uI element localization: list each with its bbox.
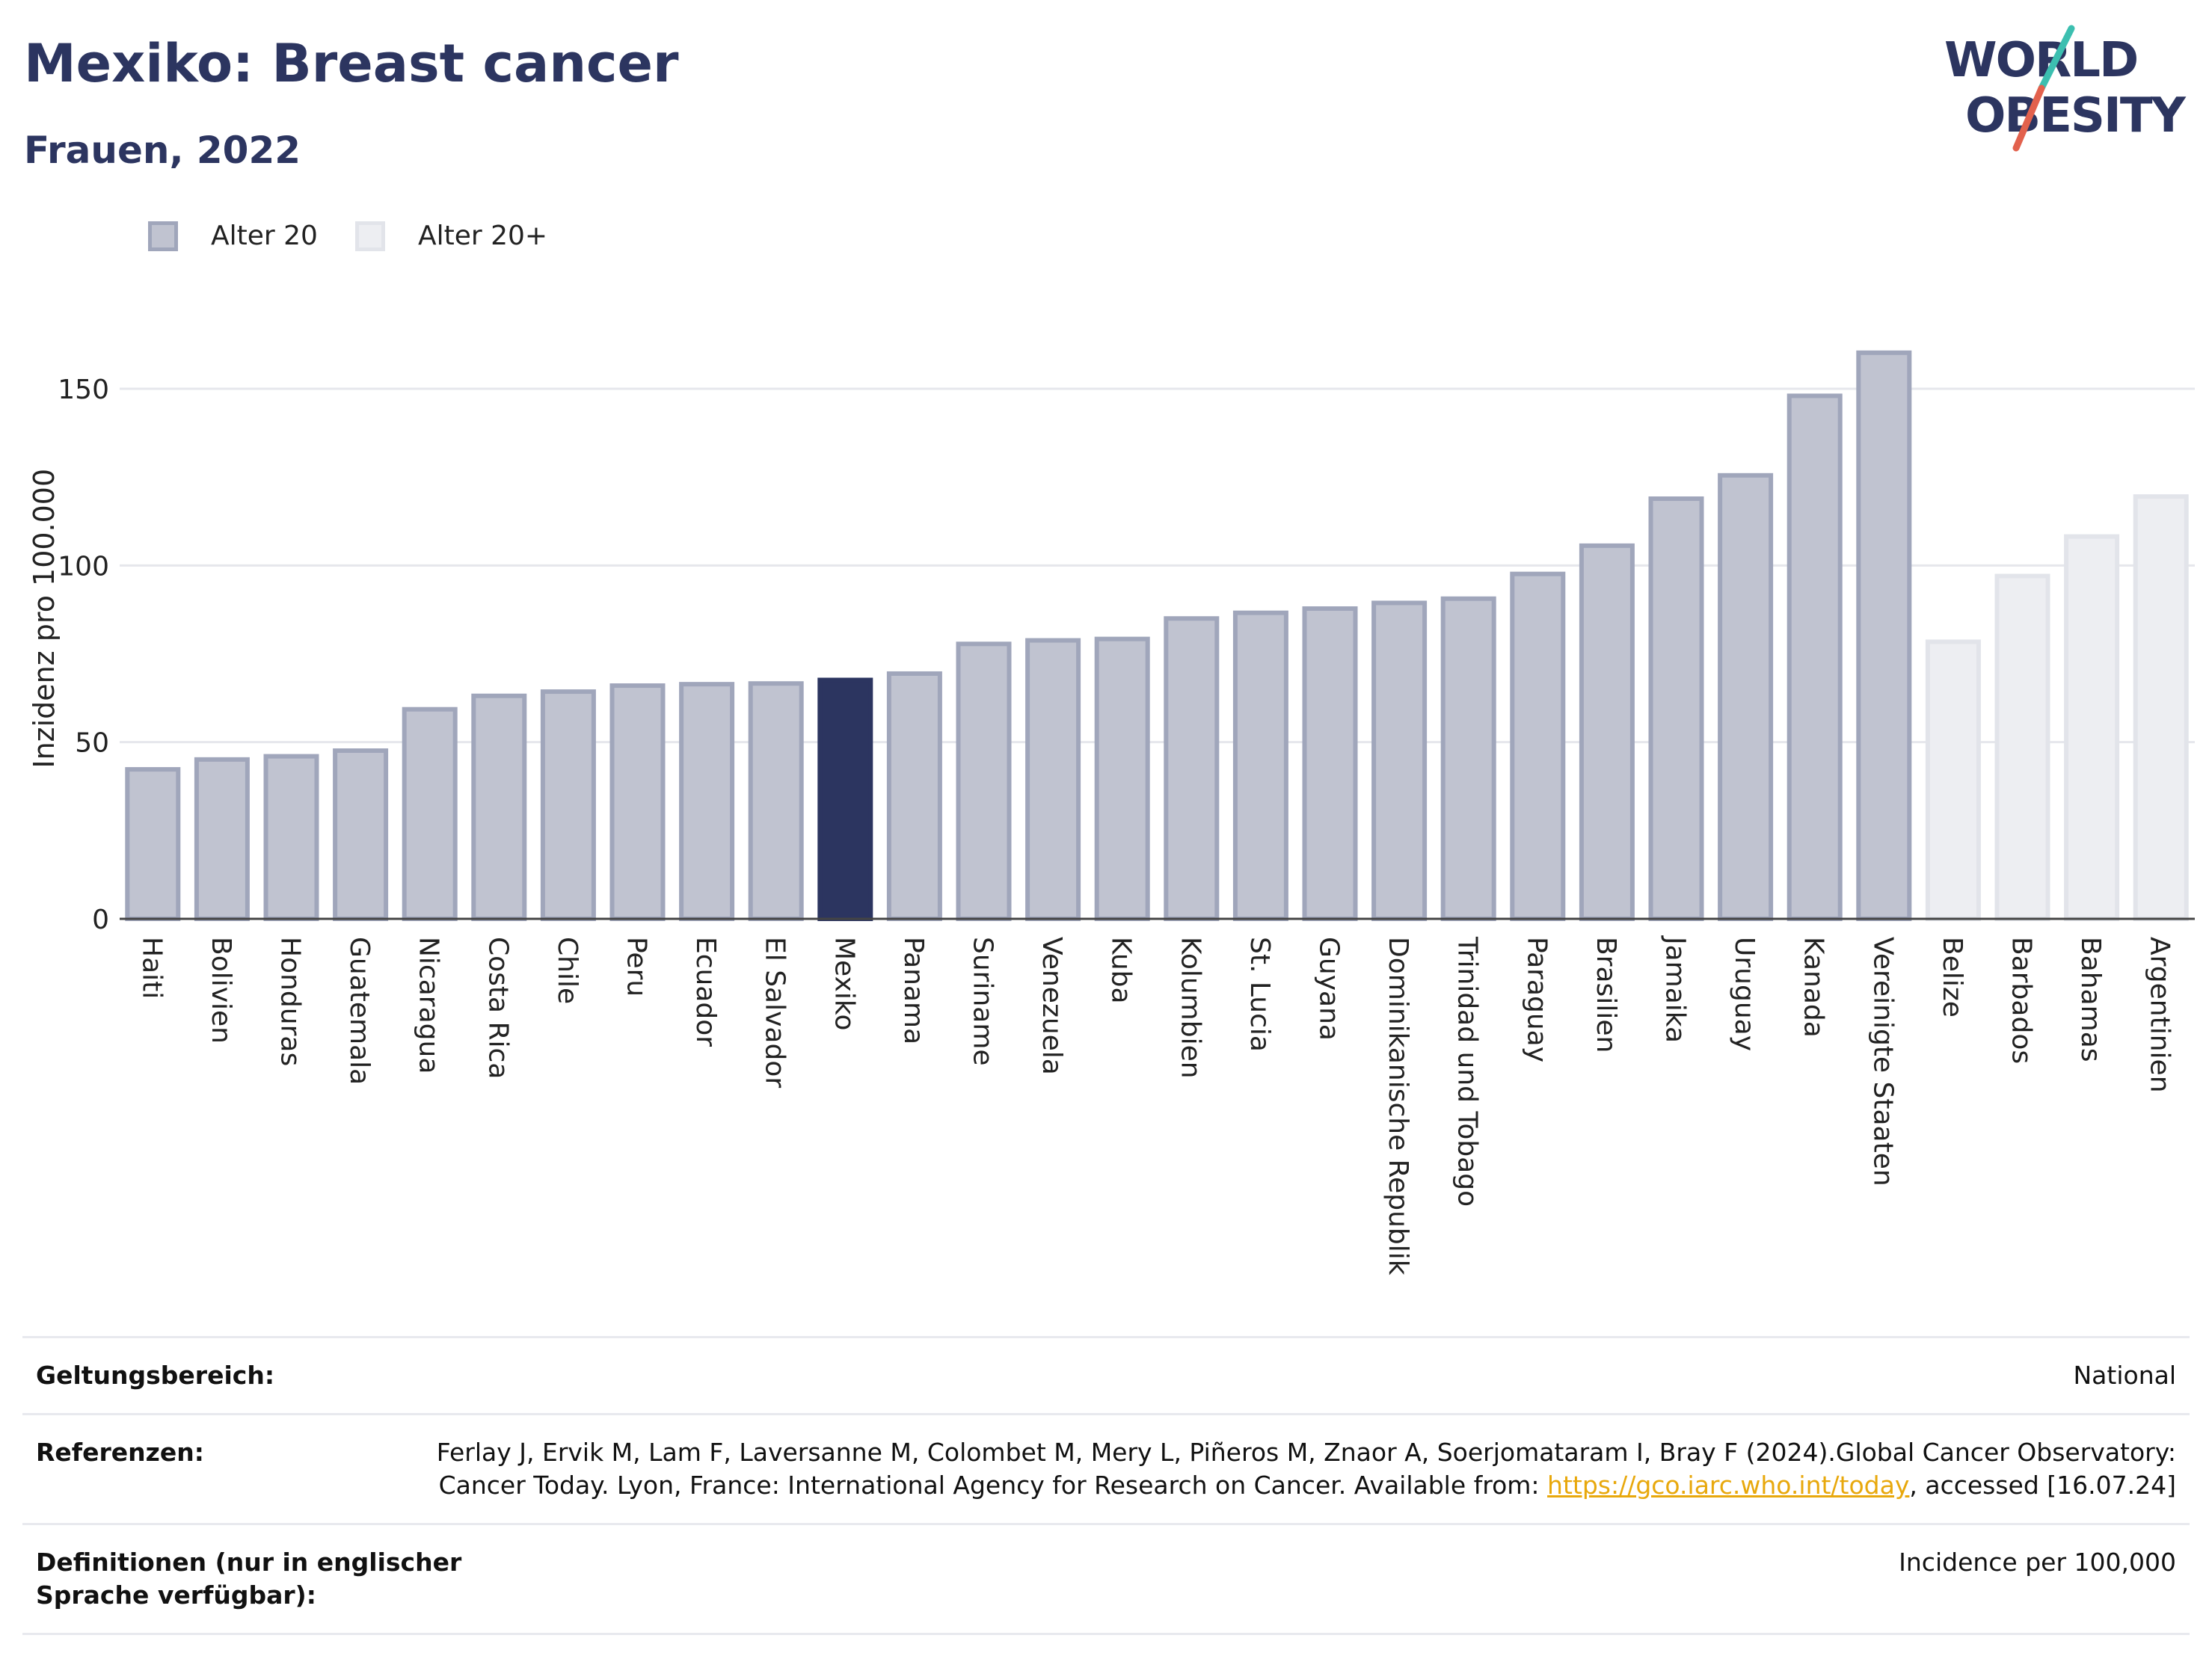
- bar-bolivien[interactable]: [194, 757, 250, 921]
- info-label-scope: Geltungsbereich:: [36, 1361, 275, 1390]
- legend-label-alter-20-plus: Alter 20+: [417, 221, 548, 251]
- info-table: Geltungsbereich: National Referenzen: Fe…: [22, 1336, 2190, 1635]
- bar-dominikanische-republik[interactable]: [1371, 600, 1428, 921]
- bar-suriname[interactable]: [956, 641, 1012, 921]
- x-tick-label: Ecuador: [690, 937, 721, 1047]
- logo-text-world: WORLD: [1944, 33, 2137, 88]
- bar-costa-rica[interactable]: [471, 693, 527, 921]
- bar-peru[interactable]: [609, 683, 666, 921]
- x-tick-label: Argentinien: [2145, 937, 2175, 1093]
- x-tick-label: Costa Rica: [482, 937, 513, 1079]
- x-tick-label: Uruguay: [1729, 937, 1760, 1051]
- x-tick-label: Jamaika: [1660, 935, 1691, 1043]
- bar-kuba[interactable]: [1094, 636, 1150, 921]
- logo-slash-red: [2012, 84, 2045, 152]
- bar-belize[interactable]: [1925, 639, 1981, 921]
- x-tick-label: Bahamas: [2075, 937, 2106, 1062]
- bar-brasilien[interactable]: [1579, 543, 1635, 921]
- x-tick-label: Kuba: [1106, 937, 1137, 1004]
- y-tick-label: 50: [75, 728, 109, 759]
- bar-venezuela[interactable]: [1025, 638, 1081, 922]
- info-value-definitions: Incidence per 100,000: [1899, 1548, 2176, 1577]
- bar-barbados[interactable]: [1994, 573, 2050, 921]
- bar-ecuador[interactable]: [679, 682, 735, 922]
- bar-guatemala[interactable]: [333, 748, 389, 922]
- x-tick-label: Mexiko: [829, 937, 859, 1030]
- x-tick-label: Vereinigte Staaten: [1867, 937, 1898, 1186]
- x-tick-label: Guatemala: [344, 937, 375, 1085]
- world-obesity-logo: WORLD OBESITY: [1944, 25, 2187, 152]
- bar-argentinien[interactable]: [2133, 494, 2189, 921]
- bar-panama[interactable]: [886, 671, 942, 922]
- legend-item-alter-20[interactable]: Alter 20: [148, 221, 318, 251]
- info-row-definitions: Definitionen (nur in englischer Sprache …: [22, 1523, 2190, 1635]
- bar-bahamas[interactable]: [2064, 534, 2120, 921]
- logo-slash-teal: [2038, 25, 2075, 92]
- x-tick-label: Suriname: [968, 937, 998, 1066]
- references-text: Ferlay J, Ervik M, Lam F, Laversanne M, …: [436, 1438, 2176, 1500]
- bar-vereinigte-staaten[interactable]: [1856, 350, 1912, 921]
- bar-chile[interactable]: [540, 689, 596, 921]
- bar-jamaika[interactable]: [1648, 496, 1704, 921]
- x-tick-label: Belize: [1937, 937, 1967, 1018]
- bar-guyana[interactable]: [1302, 606, 1358, 921]
- bar-paraguay[interactable]: [1510, 571, 1566, 921]
- x-tick-label: Trinidad und Tobago: [1452, 936, 1483, 1207]
- bar-trinidad-und-tobago[interactable]: [1440, 596, 1496, 921]
- legend-label-alter-20: Alter 20: [211, 221, 318, 251]
- x-tick-label: Paraguay: [1521, 937, 1552, 1062]
- y-tick-label: 150: [58, 375, 109, 405]
- legend-item-alter-20-plus[interactable]: Alter 20+: [354, 221, 548, 251]
- bar-honduras[interactable]: [263, 754, 319, 921]
- logo-text-obesity: OBESITY: [1965, 88, 2186, 144]
- bar-kolumbien[interactable]: [1164, 616, 1220, 921]
- x-tick-label: St. Lucia: [1244, 937, 1275, 1052]
- info-row-scope: Geltungsbereich: National: [22, 1336, 2190, 1413]
- info-row-references: Referenzen: Ferlay J, Ervik M, Lam F, La…: [22, 1413, 2190, 1523]
- legend-swatch-alter-20-plus: [354, 221, 385, 251]
- references-accessed: , accessed [16.07.24]: [1909, 1471, 2176, 1500]
- x-tick-label: Peru: [621, 937, 652, 997]
- x-tick-label: Barbados: [2006, 937, 2037, 1064]
- bar-chart: 0 50 100 150 Inzidenz pro 100.000 Haiti Bolivi…: [28, 350, 2195, 1275]
- bar-haiti[interactable]: [125, 767, 181, 922]
- y-tick-label: 100: [58, 551, 109, 582]
- x-tick-label: Honduras: [275, 937, 306, 1066]
- page-title: Mexiko: Breast cancer: [24, 33, 679, 94]
- info-label-references: Referenzen:: [36, 1438, 204, 1467]
- x-tick-label: Haiti: [136, 937, 167, 999]
- x-tick-label: Panama: [898, 937, 929, 1044]
- x-tick-label: Dominikanische Republik: [1383, 937, 1413, 1275]
- bar-kanada[interactable]: [1787, 393, 1843, 921]
- bar-mexiko[interactable]: [817, 677, 873, 922]
- page-subtitle: Frauen, 2022: [24, 129, 301, 172]
- references-link[interactable]: https://gco.iarc.who.int/today: [1547, 1471, 1910, 1500]
- bar-st-lucia[interactable]: [1232, 610, 1288, 921]
- x-tick-label: Bolivien: [206, 937, 236, 1044]
- bar-nicaragua[interactable]: [402, 707, 458, 921]
- legend-swatch-alter-20: [148, 221, 178, 251]
- x-tick-label: Chile: [552, 937, 583, 1004]
- info-label-definitions: Definitionen (nur in englischer Sprache …: [36, 1548, 462, 1610]
- x-tick-label: Venezuela: [1036, 937, 1067, 1075]
- y-axis-label: Inzidenz pro 100.000: [28, 469, 61, 769]
- y-tick-label: 0: [92, 905, 109, 935]
- bar-uruguay[interactable]: [1718, 473, 1774, 921]
- x-tick-label: Brasilien: [1591, 937, 1621, 1053]
- chart-legend: Alter 20 Alter 20+: [148, 221, 585, 251]
- x-tick-label: Guyana: [1314, 937, 1345, 1041]
- info-value-references: Ferlay J, Ervik M, Lam F, Laversanne M, …: [320, 1436, 2176, 1502]
- x-tick-label: Nicaragua: [414, 937, 444, 1074]
- x-tick-label: El Salvador: [760, 937, 790, 1088]
- x-tick-label: Kolumbien: [1175, 937, 1205, 1079]
- info-value-scope: National: [2073, 1361, 2176, 1390]
- bar-el-salvador[interactable]: [748, 681, 804, 921]
- x-tick-label: Kanada: [1798, 937, 1829, 1038]
